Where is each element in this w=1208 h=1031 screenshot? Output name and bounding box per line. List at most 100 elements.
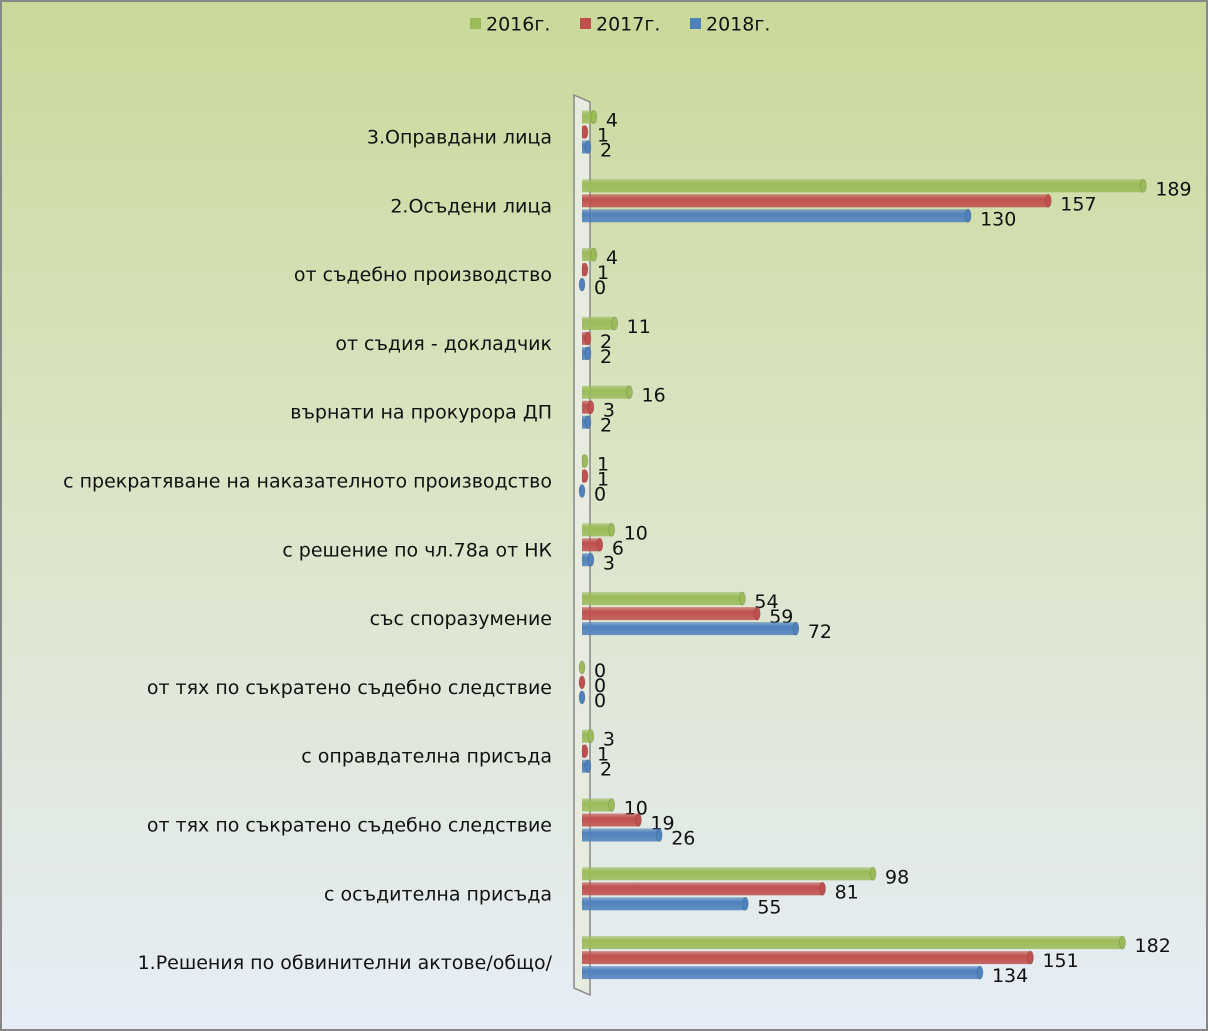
category-label: със споразумение xyxy=(370,608,552,630)
value-label: 2 xyxy=(600,346,612,368)
bar-cap xyxy=(584,415,592,430)
value-label: 2 xyxy=(600,759,612,781)
bar xyxy=(582,798,612,812)
bar-cap xyxy=(753,606,761,621)
bar xyxy=(582,882,823,896)
value-label: 81 xyxy=(835,881,859,903)
value-label: 1 xyxy=(597,262,609,284)
bar xyxy=(582,622,796,636)
bar-cap xyxy=(792,621,800,636)
category-label: от тях по съкратено съдебно следствие xyxy=(147,815,552,837)
bar-cap xyxy=(1119,935,1126,950)
category-label: 2.Осъдени лица xyxy=(390,195,552,217)
bar xyxy=(582,179,1144,193)
bar xyxy=(582,729,591,743)
bar-cap xyxy=(578,690,586,705)
bar-cap xyxy=(869,866,877,881)
bar-cap xyxy=(587,400,595,415)
value-label: 26 xyxy=(671,828,695,850)
bar-cap xyxy=(819,881,826,896)
value-label: 182 xyxy=(1135,935,1171,957)
value-label: 55 xyxy=(757,896,781,918)
bar xyxy=(582,110,594,124)
value-label: 134 xyxy=(992,965,1028,987)
bar xyxy=(582,936,1123,950)
category-label: от тях по съкратено съдебно следствие xyxy=(147,677,552,699)
bar xyxy=(582,385,630,399)
bar-cap xyxy=(587,729,595,744)
bar-cap xyxy=(581,262,589,277)
bar xyxy=(582,316,615,330)
bar-cap xyxy=(596,537,604,552)
value-label: 72 xyxy=(808,621,832,643)
bar xyxy=(582,951,1031,965)
bar-cap xyxy=(581,744,589,759)
value-label: 157 xyxy=(1060,193,1096,215)
legend-swatch xyxy=(690,18,701,29)
bar xyxy=(582,553,591,567)
bar xyxy=(582,966,980,980)
bar-cap xyxy=(655,828,663,842)
value-label: 16 xyxy=(642,385,666,407)
category-label: с осъдителна присъда xyxy=(324,883,552,905)
value-label: 3 xyxy=(603,400,615,422)
bar-cap xyxy=(611,316,618,331)
bar-cap xyxy=(590,247,598,262)
value-label: 4 xyxy=(606,247,618,269)
bar-cap xyxy=(584,331,592,346)
value-label: 3 xyxy=(603,552,615,574)
bar-cap xyxy=(1027,950,1034,965)
bar-cap xyxy=(581,454,589,468)
value-label: 2 xyxy=(600,140,612,162)
bar-cap xyxy=(964,209,972,223)
category-label: 3.Оправдани лица xyxy=(367,127,552,149)
bar xyxy=(582,607,758,621)
category-label: с оправдателна присъда xyxy=(301,746,552,768)
legend-label: 2016г. xyxy=(486,14,550,36)
value-label: 98 xyxy=(885,866,909,888)
bar-cap xyxy=(976,965,984,980)
bar-cap xyxy=(581,125,589,139)
value-label: 0 xyxy=(594,484,606,506)
category-label: с прекратяване на наказателното производ… xyxy=(63,471,552,493)
bar-cap xyxy=(608,798,616,812)
bar-cap xyxy=(584,140,592,154)
value-label: 151 xyxy=(1042,950,1078,972)
value-label: 0 xyxy=(594,277,606,299)
value-label: 3 xyxy=(603,729,615,751)
bar-cap xyxy=(635,813,642,827)
bar xyxy=(582,813,639,827)
category-label: 1.Решения по обвинителни актове/общо/ xyxy=(138,952,553,974)
value-label: 2 xyxy=(600,415,612,437)
bar xyxy=(582,897,746,911)
bar-cap xyxy=(578,277,586,292)
value-label: 10 xyxy=(624,522,648,544)
value-label: 54 xyxy=(754,591,778,613)
category-label: върнати на прокурора ДП xyxy=(290,402,552,424)
bar xyxy=(582,592,743,606)
category-label: от съдебно производство xyxy=(294,264,552,286)
bar-cap xyxy=(1044,194,1052,208)
bar-cap xyxy=(584,759,592,774)
bar-cap xyxy=(587,552,595,567)
value-label: 2 xyxy=(600,331,612,353)
bar-cap xyxy=(590,110,598,124)
legend-swatch xyxy=(470,18,481,29)
bar-cap xyxy=(608,522,616,537)
bar-cap xyxy=(584,346,592,361)
legend-swatch xyxy=(580,18,591,29)
value-label: 1 xyxy=(597,125,609,147)
bar-cap xyxy=(1140,179,1147,193)
value-label: 6 xyxy=(612,537,624,559)
bar-cap xyxy=(581,469,589,483)
bar xyxy=(582,248,594,262)
value-label: 0 xyxy=(594,675,606,697)
value-label: 1 xyxy=(597,454,609,476)
bar-cap xyxy=(578,675,586,690)
value-label: 189 xyxy=(1155,178,1191,200)
legend-label: 2018г. xyxy=(706,14,770,36)
bar xyxy=(582,209,969,223)
value-label: 1 xyxy=(597,469,609,491)
